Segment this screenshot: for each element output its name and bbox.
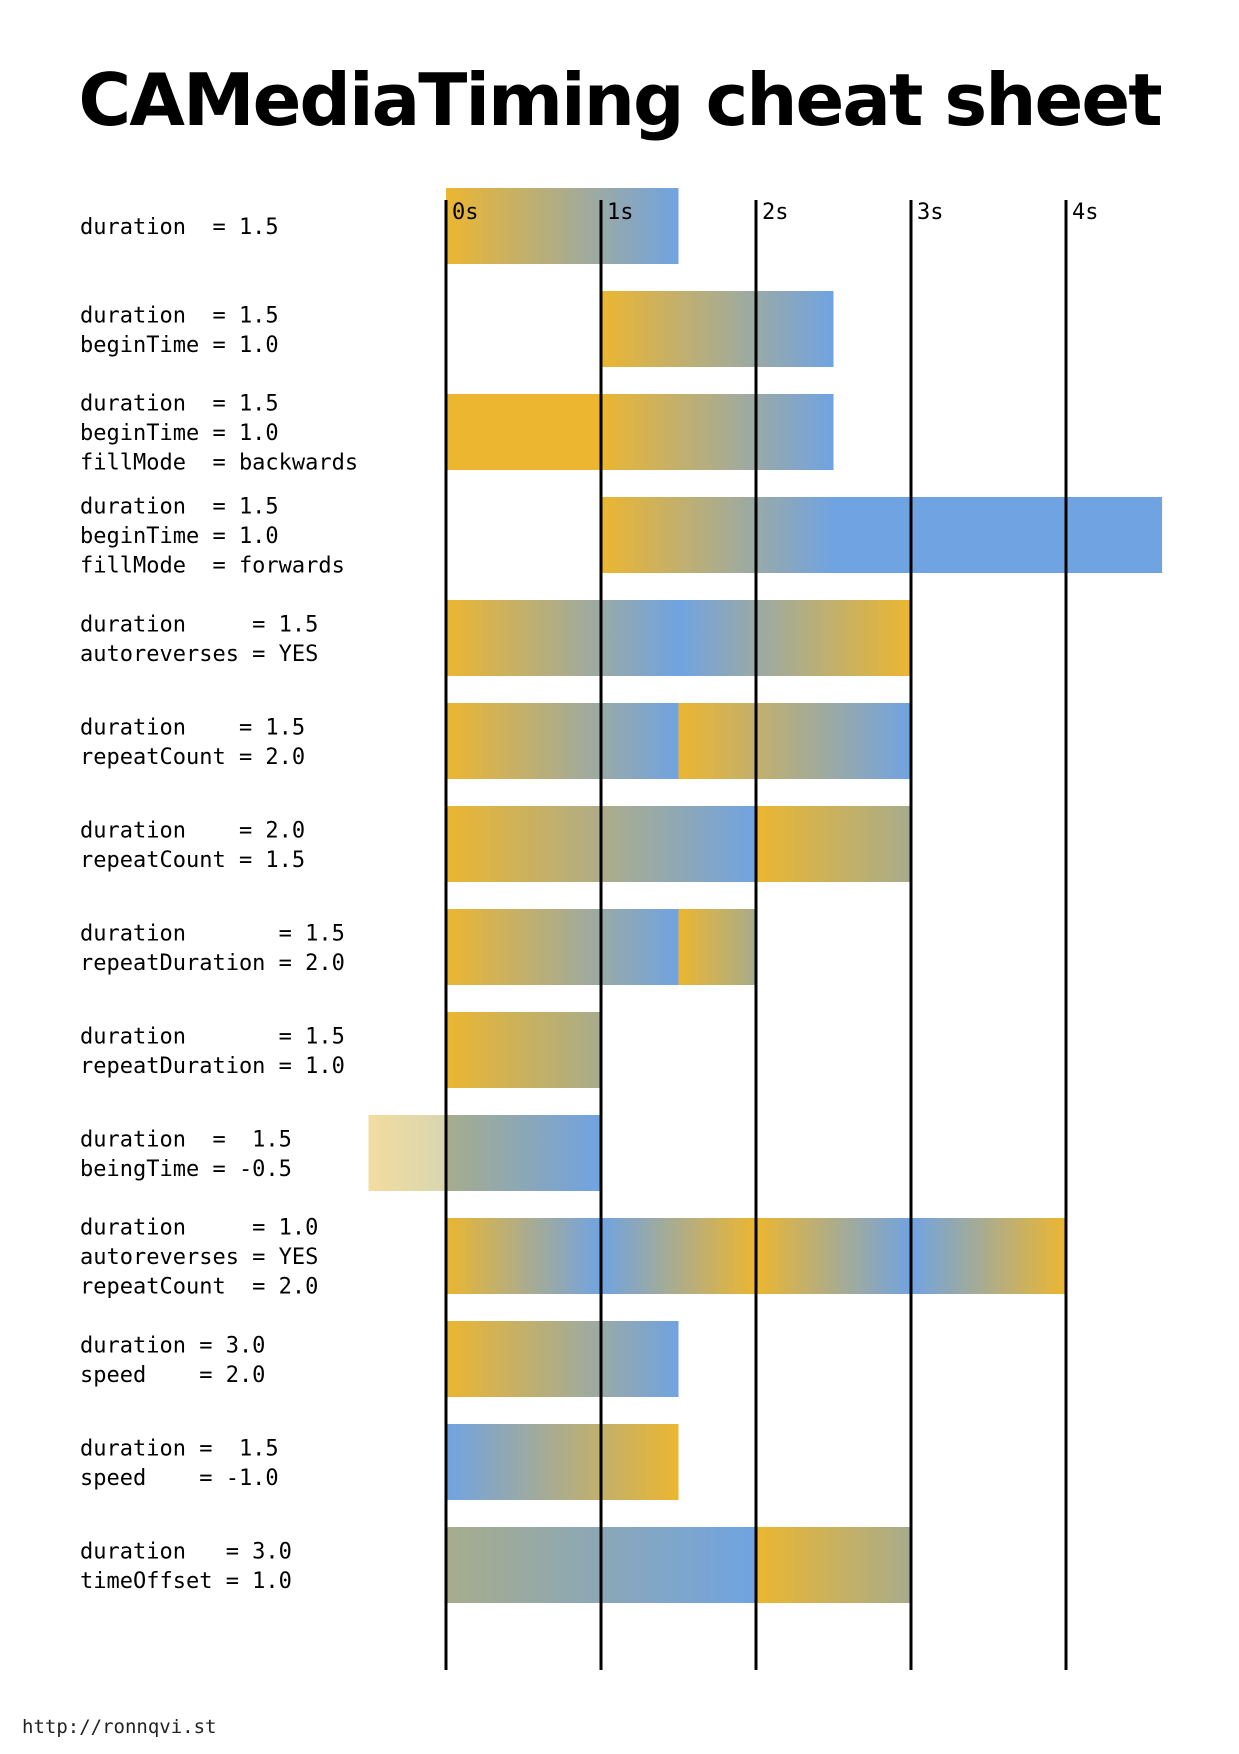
row3-property-line-3: fillMode = backwards	[80, 451, 358, 476]
timeline-bar-row8-seg2	[678, 909, 756, 985]
timeline-bar-row7-seg2	[756, 806, 911, 882]
timeline-bar-row4-seg1	[601, 497, 1163, 573]
timeline-bar-row3-seg1	[446, 394, 834, 470]
footer-url: http://ronnqvi.st	[22, 1716, 217, 1738]
timeline-bar-row9-seg1	[446, 1012, 601, 1088]
row8-property-line-1: duration = 1.5	[80, 921, 345, 946]
timeline-bar-row13-seg1	[446, 1424, 679, 1500]
timeline-bar-row10-seg2	[446, 1115, 601, 1191]
row9-property-line-2: repeatDuration = 1.0	[80, 1054, 345, 1079]
row5-property-line-2: autoreverses = YES	[80, 642, 318, 667]
tick-label-4s: 4s	[1072, 200, 1099, 225]
timeline-bar-row6-seg2	[678, 703, 911, 779]
labels-layer: duration = 1.5 duration = 1.5 beginTime = …	[80, 215, 358, 1594]
row8-property-line-2: repeatDuration = 2.0	[80, 951, 345, 976]
row2-property-line-2: beginTime = 1.0	[80, 333, 279, 358]
row10-property-line-1: duration = 1.5	[80, 1127, 292, 1152]
row4-property-line-3: fillMode = forwards	[80, 554, 345, 579]
row9-property-line-1: duration = 1.5	[80, 1024, 345, 1049]
row3-property-line-1: duration = 1.5	[80, 392, 279, 417]
row13-property-line-1: duration = 1.5	[80, 1436, 279, 1461]
row12-property-line-2: speed = 2.0	[80, 1363, 265, 1388]
row4-property-line-1: duration = 1.5	[80, 495, 279, 520]
row14-property-line-1: duration = 3.0	[80, 1539, 292, 1564]
row6-property-line-1: duration = 1.5	[80, 715, 305, 740]
timeline-bar-row10-seg1	[368, 1115, 446, 1191]
tick-label-2s: 2s	[762, 200, 789, 225]
bars-layer	[368, 188, 1163, 1603]
timeline-bar-row12-seg1	[446, 1321, 679, 1397]
page-title: CAMediaTiming cheat sheet	[78, 58, 1162, 142]
row12-property-line-1: duration = 3.0	[80, 1333, 265, 1358]
timeline-bar-row14-seg2	[756, 1527, 911, 1603]
row14-property-line-2: timeOffset = 1.0	[80, 1569, 292, 1594]
timeline-bar-row6-seg1	[446, 703, 679, 779]
row11-property-line-2: autoreverses = YES	[80, 1245, 318, 1270]
tick-label-3s: 3s	[917, 200, 944, 225]
row5-property-line-1: duration = 1.5	[80, 612, 318, 637]
timeline-bar-row1-seg1	[446, 188, 679, 264]
row11-property-line-3: repeatCount = 2.0	[80, 1275, 318, 1300]
timeline-bar-row8-seg1	[446, 909, 679, 985]
row4-property-line-2: beginTime = 1.0	[80, 524, 279, 549]
row2-property-line-1: duration = 1.5	[80, 303, 279, 328]
row10-property-line-2: beingTime = -0.5	[80, 1157, 292, 1182]
tick-label-1s: 1s	[607, 200, 634, 225]
row6-property-line-2: repeatCount = 2.0	[80, 745, 305, 770]
timeline-bar-row5-seg1	[446, 600, 911, 676]
timeline-bar-row2-seg1	[601, 291, 834, 367]
row3-property-line-2: beginTime = 1.0	[80, 421, 279, 446]
axis-layer: 0s 1s 2s 3s 4s	[444, 200, 1099, 1670]
row13-property-line-2: speed = -1.0	[80, 1466, 279, 1491]
row1-property-line-1: duration = 1.5	[80, 215, 279, 240]
tick-label-0s: 0s	[452, 200, 479, 225]
row11-property-line-1: duration = 1.0	[80, 1216, 318, 1241]
row7-property-line-1: duration = 2.0	[80, 818, 305, 843]
row7-property-line-2: repeatCount = 1.5	[80, 848, 305, 873]
